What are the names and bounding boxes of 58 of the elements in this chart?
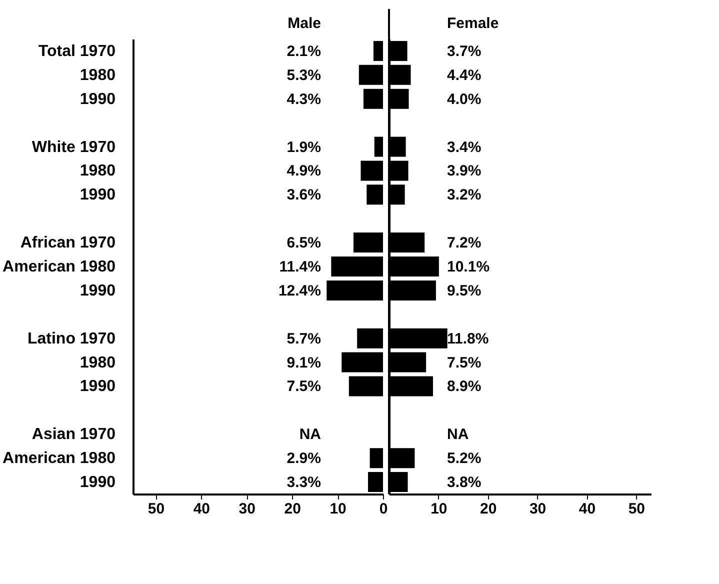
data-label: 2.1% (286, 42, 321, 60)
y-tick-label: 1990 (80, 90, 116, 108)
x-tick-label: 40 (193, 500, 210, 518)
data-label: 12.4% (278, 282, 321, 300)
text: NA (299, 426, 321, 444)
x-tick-label: 50 (148, 500, 165, 518)
data-label: 3.9% (447, 162, 482, 180)
data-label: 4.9% (286, 162, 321, 180)
y-tick-label: 1980 (80, 66, 116, 84)
data-label: 2.9% (286, 450, 321, 468)
y-tick-label: Total 1970 (38, 42, 116, 60)
text: Male (288, 15, 321, 32)
data-label: 3.3% (286, 474, 321, 492)
data-label: 7.2% (447, 234, 482, 252)
data-label: 6.5% (286, 234, 321, 252)
data-label: 3.4% (447, 138, 482, 156)
x-tick-label: 40 (578, 500, 596, 518)
text: NA (447, 426, 469, 444)
data-label: 5.7% (286, 330, 321, 348)
data-label: 4.4% (447, 66, 482, 84)
data-label: 3.2% (447, 186, 482, 204)
x-tick-label: 10 (330, 500, 346, 518)
data-label: 3.8% (447, 474, 482, 492)
y-tick-label: American 1980 (2, 450, 116, 468)
data-label: 3.7% (447, 42, 482, 60)
data-label: 11.4% (279, 258, 321, 276)
data-label: 9.5% (447, 282, 482, 300)
data-label: 9.1% (286, 354, 321, 372)
x-tick-label: 50 (628, 500, 646, 518)
y-tick-label: Latino 1970 (27, 330, 116, 348)
y-tick-label: 1980 (80, 162, 116, 180)
data-label: 4.3% (286, 90, 321, 108)
x-tick-label: 20 (284, 500, 301, 518)
y-tick-label: White 1970 (32, 138, 116, 156)
x-tick-label: 0 (379, 500, 388, 518)
x-tick-label: 30 (529, 500, 546, 518)
y-tick-label: 1980 (80, 354, 116, 372)
data-label: 11.8% (447, 330, 489, 348)
data-label: 7.5% (447, 354, 482, 372)
y-tick-label: American 1980 (2, 258, 116, 276)
x-tick-label: 10 (430, 500, 448, 518)
y-tick-label: African 1970 (20, 234, 116, 252)
y-tick-label: Asian 1970 (32, 426, 116, 444)
data-label: 8.9% (447, 378, 482, 396)
data-label: 3.6% (286, 186, 321, 204)
data-label: 1.9% (286, 138, 321, 156)
y-tick-label: 1990 (80, 282, 116, 300)
data-label: 10.1% (447, 258, 490, 276)
x-tick-label: 30 (238, 500, 256, 518)
data-label: 4.0% (447, 90, 482, 108)
y-tick-label: 1990 (80, 186, 116, 204)
data-label: 7.5% (286, 378, 321, 396)
y-tick-label: 1990 (80, 474, 116, 492)
data-label: 5.2% (447, 450, 482, 468)
y-tick-label: 1990 (80, 378, 116, 396)
text: Female (447, 15, 499, 32)
x-tick-label: 20 (480, 500, 497, 518)
data-label: 5.3% (286, 66, 321, 84)
